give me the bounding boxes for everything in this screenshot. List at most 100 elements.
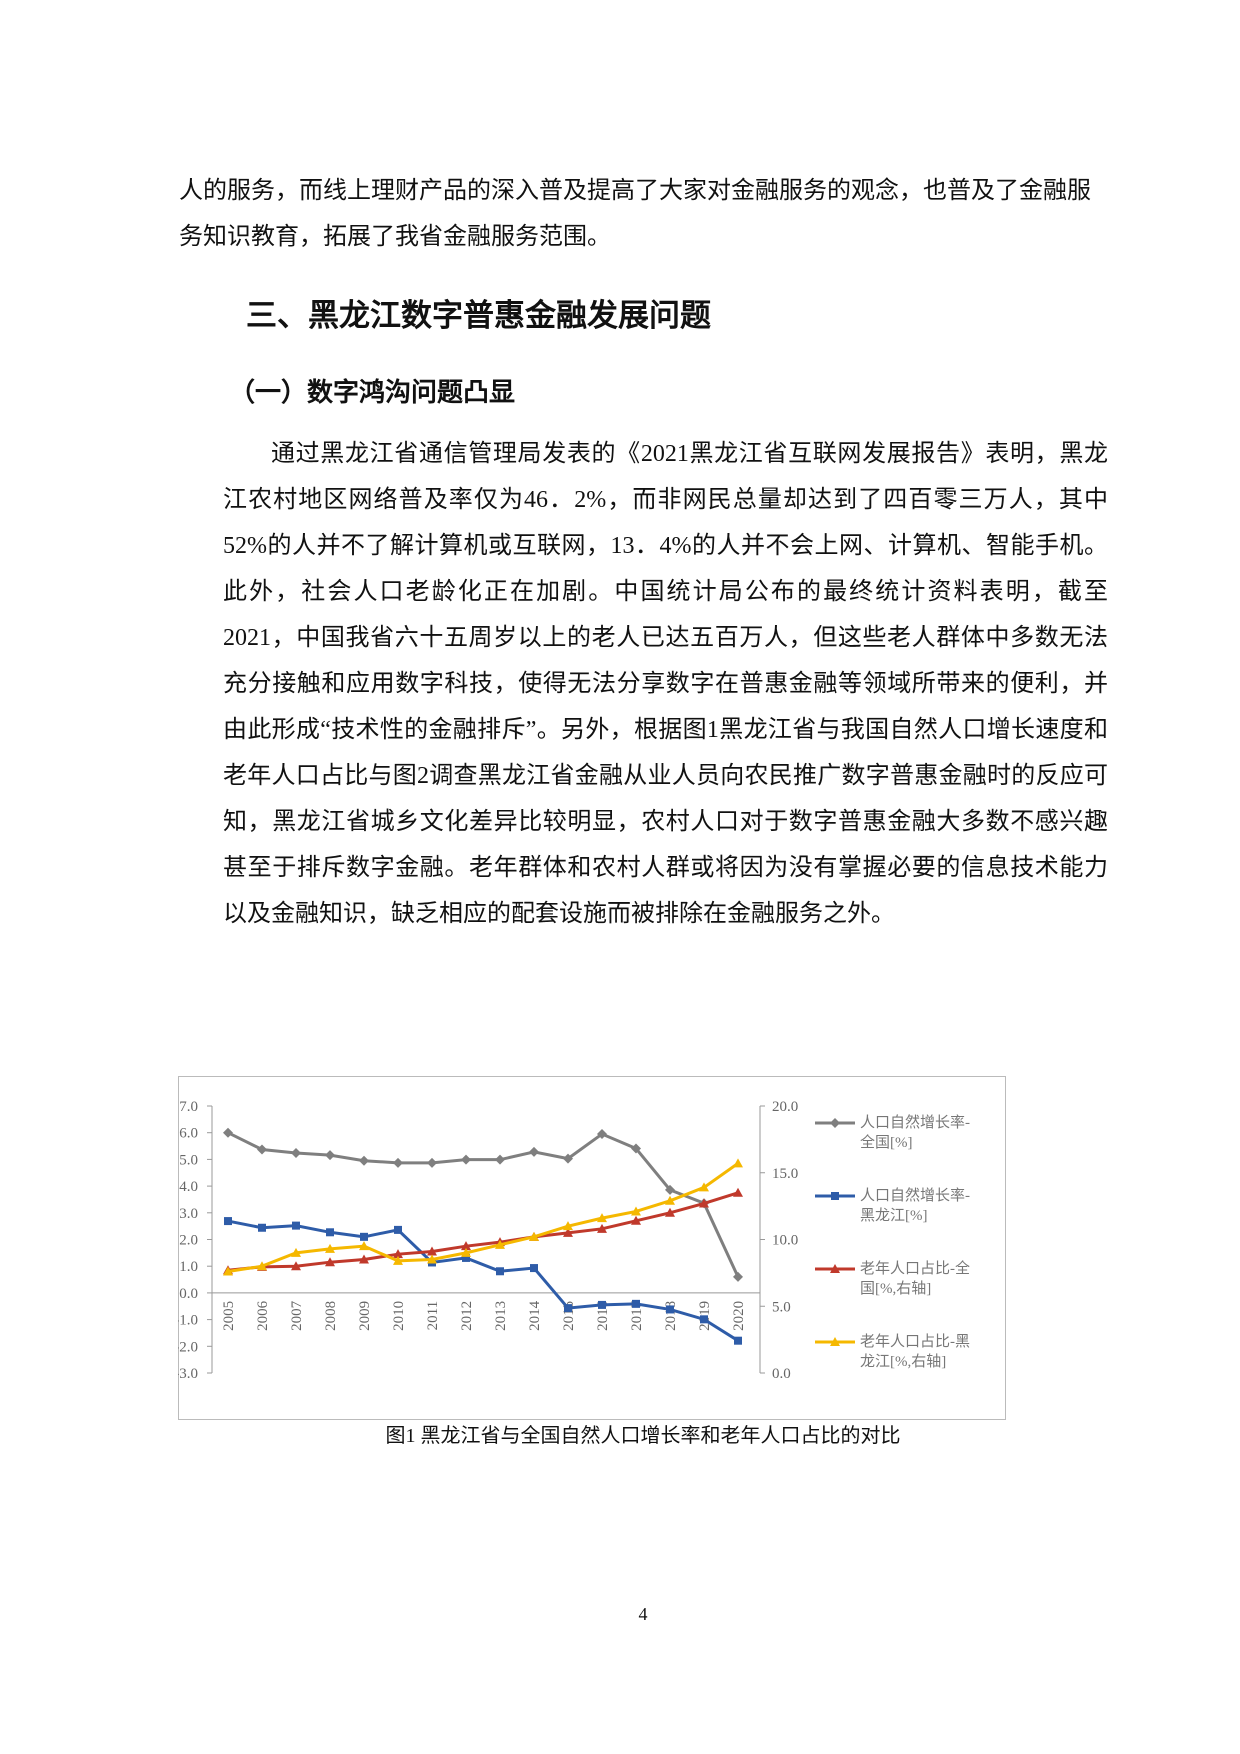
marker <box>598 1300 606 1309</box>
y2-tick-label: 10.0 <box>772 1233 798 1249</box>
marker <box>665 1207 675 1217</box>
marker <box>359 1155 369 1166</box>
chart-border <box>178 1076 1006 1420</box>
x-tick-label: 2020 <box>731 1301 747 1331</box>
marker <box>529 1146 539 1157</box>
marker <box>394 1225 402 1234</box>
marker <box>393 1255 403 1265</box>
marker <box>563 1227 573 1237</box>
marker <box>632 1299 640 1308</box>
subsection-heading: （一）数字鸿沟问题凸显 <box>229 378 516 408</box>
marker <box>665 1184 675 1195</box>
y2-tick-label: 15.0 <box>772 1166 798 1182</box>
marker <box>564 1304 572 1313</box>
marker <box>393 1249 403 1259</box>
marker <box>529 1231 539 1241</box>
series-line <box>227 1162 739 1274</box>
marker <box>291 1261 301 1271</box>
marker <box>393 1157 403 1168</box>
marker <box>224 1217 232 1226</box>
marker <box>830 1118 840 1128</box>
x-tick-label: 2009 <box>357 1301 373 1331</box>
chart: -3.0 -2.0 -1.0 0.0 1.0 2.0 3.0 4.0 5.0 6.0 7.0 0.0 5… <box>178 1076 1006 1420</box>
marker <box>461 1247 471 1257</box>
marker <box>495 1154 505 1165</box>
marker <box>359 1254 369 1264</box>
y-tick-label: -3.0 <box>178 1366 198 1382</box>
marker <box>325 1243 335 1253</box>
marker <box>292 1221 300 1230</box>
y-tick-label: 2.0 <box>179 1233 198 1249</box>
marker <box>495 1239 505 1249</box>
marker <box>291 1247 301 1257</box>
marker <box>830 1264 840 1273</box>
series-line <box>227 1219 739 1342</box>
marker <box>666 1305 674 1314</box>
marker <box>631 1206 641 1216</box>
series-line <box>227 1131 740 1278</box>
marker <box>427 1157 437 1168</box>
marker <box>325 1257 335 1267</box>
y2-tick-label: 0.0 <box>772 1366 791 1382</box>
x-tick-label: 2007 <box>289 1300 305 1331</box>
marker <box>326 1228 334 1237</box>
marker <box>733 1158 743 1168</box>
marker <box>563 1221 573 1231</box>
marker <box>733 1187 743 1197</box>
marker <box>733 1271 743 1282</box>
marker <box>257 1144 267 1155</box>
x-tick-label: 2017 <box>629 1300 645 1331</box>
y-tick-label: 0.0 <box>179 1286 198 1302</box>
legend-label: 人口自然增长率-全国[%] <box>860 1115 970 1151</box>
marker <box>360 1232 368 1241</box>
marker <box>597 1129 607 1140</box>
y-tick-label: 4.0 <box>179 1179 198 1195</box>
x-tick-label: 2008 <box>323 1301 339 1331</box>
y-tick-label: -1.0 <box>178 1313 198 1329</box>
marker <box>223 1127 233 1138</box>
figure-caption: 图1 黑龙江省与全国自然人口增长率和老年人口占比的对比 <box>385 1425 901 1447</box>
marker <box>223 1266 233 1276</box>
y-tick-label: -2.0 <box>178 1339 198 1355</box>
marker <box>631 1215 641 1225</box>
marker <box>563 1153 573 1164</box>
marker <box>830 1337 840 1346</box>
marker <box>461 1154 471 1165</box>
y-tick-label: 5.0 <box>179 1152 198 1168</box>
marker <box>597 1213 607 1223</box>
y2-tick-label: 5.0 <box>772 1299 791 1315</box>
x-tick-label: 2011 <box>425 1301 441 1330</box>
series-line <box>227 1191 739 1272</box>
x-tick-label: 2013 <box>493 1301 509 1331</box>
x-tick-label: 2012 <box>459 1301 475 1331</box>
section-heading: 三、黑龙江数字普惠金融发展问题 <box>246 298 711 334</box>
marker <box>665 1195 675 1205</box>
y-tick-label: 7.0 <box>179 1099 198 1115</box>
marker <box>496 1267 504 1276</box>
paragraph: 人的服务，而线上理财产品的深入普及提高了大家对金融服务的观念，也普及了金融服务知… <box>179 178 1091 250</box>
legend-label: 老年人口占比-全国[%,右轴] <box>860 1261 970 1297</box>
x-tick-label: 2014 <box>527 1300 543 1331</box>
marker <box>597 1223 607 1233</box>
marker <box>291 1147 301 1158</box>
marker <box>325 1150 335 1161</box>
legend-label: 人口自然增长率-黑龙江[%] <box>860 1188 970 1224</box>
marker <box>831 1192 839 1200</box>
marker <box>699 1198 709 1208</box>
legend-label: 老年人口占比-黑龙江[%,右轴] <box>860 1334 970 1370</box>
y-tick-label: 6.0 <box>179 1126 198 1142</box>
paragraph: 通过黑龙江省通信管理局发表的《2021黑龙江省互联网发展报告》表明，黑龙江农村地… <box>223 441 1108 927</box>
marker <box>427 1254 437 1264</box>
marker <box>359 1241 369 1251</box>
x-tick-label: 2010 <box>391 1301 407 1331</box>
marker <box>462 1253 470 1262</box>
marker <box>258 1223 266 1232</box>
marker <box>461 1241 471 1251</box>
marker <box>530 1264 538 1273</box>
y2-tick-label: 20.0 <box>772 1099 798 1115</box>
marker <box>700 1315 708 1324</box>
x-tick-label: 2018 <box>663 1301 679 1331</box>
y-tick-label: 1.0 <box>179 1259 198 1275</box>
marker <box>257 1261 267 1271</box>
